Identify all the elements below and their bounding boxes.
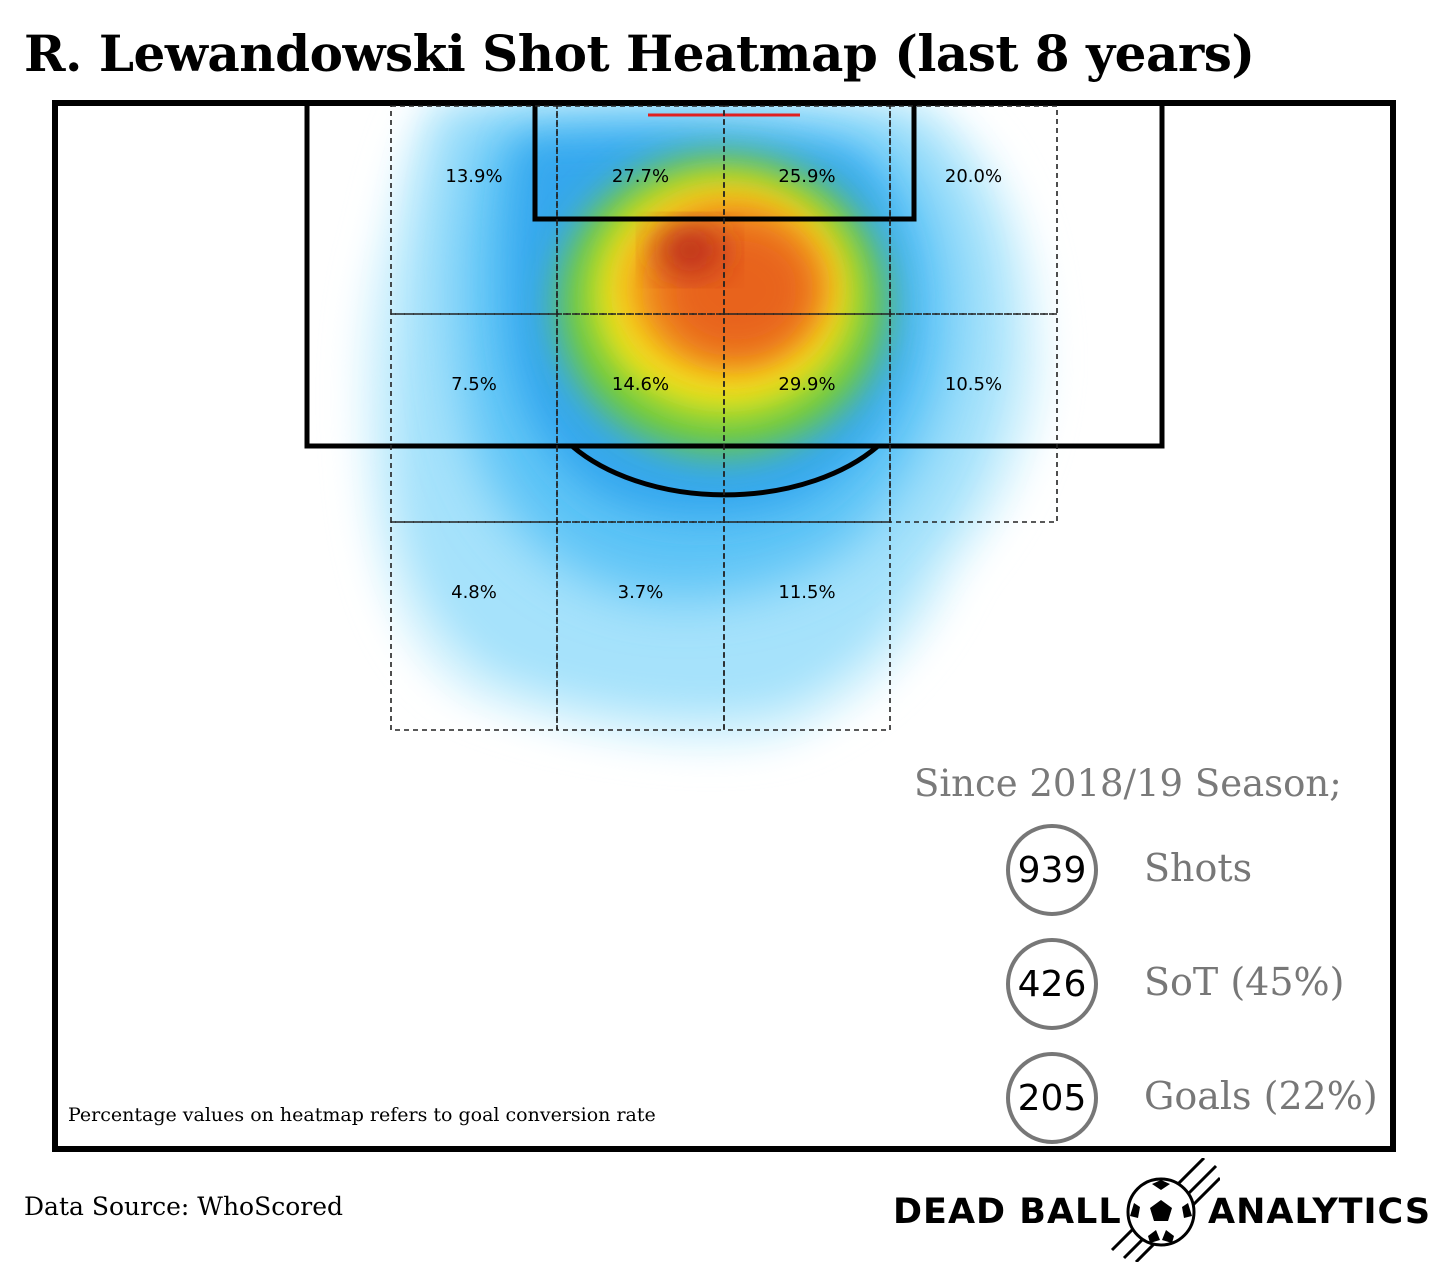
zone-cell-r2c2	[723, 521, 891, 731]
zone-label-r1c0: 7.5%	[451, 374, 497, 395]
stat-shots-label: Shots	[1144, 846, 1253, 890]
chart-title: R. Lewandowski Shot Heatmap (last 8 year…	[24, 24, 1255, 83]
zone-label-r0c3: 20.0%	[945, 166, 1002, 187]
zone-cell-r0c0	[390, 105, 558, 315]
zone-cell-r0c2	[723, 105, 891, 315]
zone-cell-r1c0	[390, 313, 558, 523]
heatmap-density	[359, 103, 1045, 749]
zone-cell-r1c3	[889, 313, 1058, 523]
zone-label-r0c2: 25.9%	[778, 166, 835, 187]
zone-cell-r0c3	[889, 105, 1058, 315]
zone-cell-r1c2	[723, 313, 891, 523]
stat-sot-value: 426	[1006, 938, 1098, 1030]
zone-label-r2c1: 3.7%	[618, 582, 664, 603]
zone-label-r0c1: 27.7%	[612, 166, 669, 187]
zone-label-r0c0: 13.9%	[445, 166, 502, 187]
stat-goals-label: Goals (22%)	[1144, 1074, 1378, 1118]
stat-sot-label: SoT (45%)	[1144, 960, 1345, 1004]
stats-heading: Since 2018/19 Season;	[914, 762, 1342, 805]
brand-left: DEAD BALL	[893, 1192, 1122, 1232]
heatmap-note: Percentage values on heatmap refers to g…	[68, 1104, 656, 1126]
zone-label-r1c3: 10.5%	[945, 374, 1002, 395]
zone-grid	[390, 105, 1058, 731]
stat-goals: 205 Goals (22%)	[1006, 1052, 1406, 1152]
zone-label-r2c0: 4.8%	[451, 582, 497, 603]
data-source: Data Source: WhoScored	[24, 1192, 344, 1221]
stat-sot: 426 SoT (45%)	[1006, 938, 1406, 1038]
zone-label-r1c1: 14.6%	[612, 374, 669, 395]
density-peak	[656, 226, 724, 274]
stat-goals-value: 205	[1006, 1052, 1098, 1144]
penalty-arc	[570, 444, 880, 498]
stat-shots-value: 939	[1006, 824, 1098, 916]
zone-label-r1c2: 29.9%	[778, 374, 835, 395]
stat-shots: 939 Shots	[1006, 824, 1406, 924]
zone-cell-r2c0	[390, 521, 558, 731]
soccer-ball-icon	[1110, 1158, 1220, 1262]
zone-labels: 13.9% 27.7% 25.9% 20.0% 7.5% 14.6% 29.9% 10.5% 4…	[445, 166, 1002, 603]
zone-label-r2c2: 11.5%	[778, 582, 835, 603]
brand-right: ANALYTICS	[1208, 1192, 1432, 1232]
